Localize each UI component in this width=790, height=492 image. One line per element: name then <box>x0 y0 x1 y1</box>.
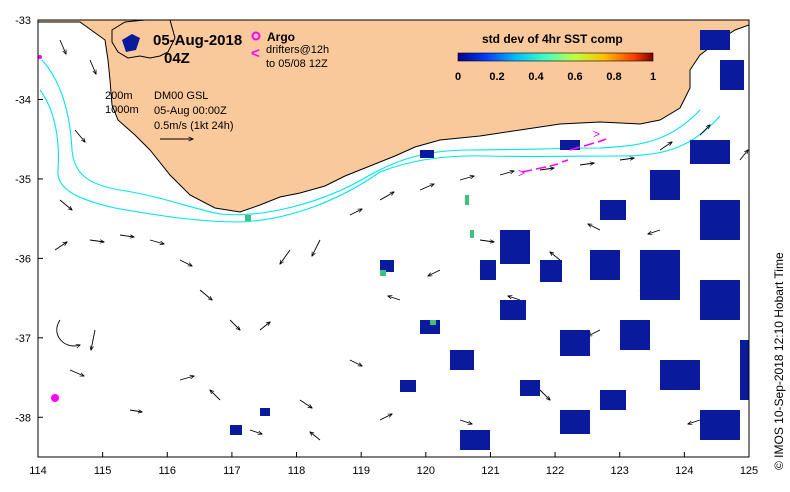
contour-1000m <box>39 89 721 223</box>
colorbar-tick-label: 0.4 <box>528 71 544 83</box>
lat-tick-label: -33 <box>15 15 31 27</box>
svg-text:>: > <box>593 127 600 141</box>
colorbar-title: std dev of 4hr SST comp <box>482 32 623 46</box>
credit-label: © IMOS 10-Sep-2018 12:10 Hobart Time <box>772 252 786 470</box>
model-label: DM00 GSL <box>154 90 208 102</box>
colorbar-tick-label: 0 <box>455 71 461 83</box>
colorbar <box>457 52 654 62</box>
lon-tick-label: 123 <box>611 465 629 477</box>
lat-tick-label: -36 <box>15 253 31 265</box>
contour-1000-label: 1000m <box>105 104 139 116</box>
lon-tick-label: 119 <box>352 465 370 477</box>
colorbar-ticks: 0 0.2 0.4 0.6 0.8 1 <box>455 71 656 83</box>
lat-tick-label: -37 <box>15 333 31 345</box>
map-frame <box>37 19 750 458</box>
colorbar-tick-label: 0.8 <box>606 71 621 83</box>
colorbar-tick-label: 0.6 <box>567 71 582 83</box>
colorbar-tick-label: 1 <box>650 71 656 83</box>
land-mass <box>38 20 749 213</box>
current-vectors <box>54 39 748 441</box>
lat-tick-label: -35 <box>15 174 31 186</box>
colorbar-tick-label: 0.2 <box>489 71 504 83</box>
lat-tick-label: -38 <box>15 412 31 424</box>
lon-tick-label: 122 <box>546 465 564 477</box>
lon-tick-label: 115 <box>94 465 112 477</box>
model-time-label: 05-Aug 00:00Z <box>154 105 227 117</box>
svg-text:>: > <box>518 166 525 180</box>
contour-200-label: 200m <box>105 90 133 102</box>
lon-tick-label: 120 <box>417 465 435 477</box>
argo-float-marker <box>51 394 59 402</box>
lon-tick-label: 116 <box>158 465 176 477</box>
lat-axis: -33 -34 -35 -36 -37 -38 <box>15 15 43 424</box>
drifter-tracks <box>521 138 607 173</box>
drifter-legend-icon: < <box>251 45 260 62</box>
lon-tick-label: 121 <box>481 465 499 477</box>
drifter-legend-label: drifters@12h <box>266 44 329 56</box>
sst-patches <box>230 30 749 450</box>
lon-tick-label: 118 <box>288 465 306 477</box>
lon-tick-label: 114 <box>29 465 47 477</box>
map-hour: 04Z <box>164 50 190 67</box>
lon-tick-label: 124 <box>675 465 693 477</box>
lon-tick-label: 117 <box>223 465 241 477</box>
drifter-legend-sub: to 05/08 12Z <box>266 58 328 70</box>
argo-legend-icon <box>251 31 261 41</box>
argo-legend-label: Argo <box>267 30 295 44</box>
lat-tick-label: -34 <box>15 94 31 106</box>
scale-label: 0.5m/s (1kt 24h) <box>154 120 233 132</box>
map-date: 05-Aug-2018 <box>153 32 242 49</box>
lon-axis: 114 115 116 117 118 119 120 121 122 123 124 125 <box>29 452 758 477</box>
contour-200m <box>41 59 701 216</box>
lon-tick-label: 125 <box>740 465 758 477</box>
